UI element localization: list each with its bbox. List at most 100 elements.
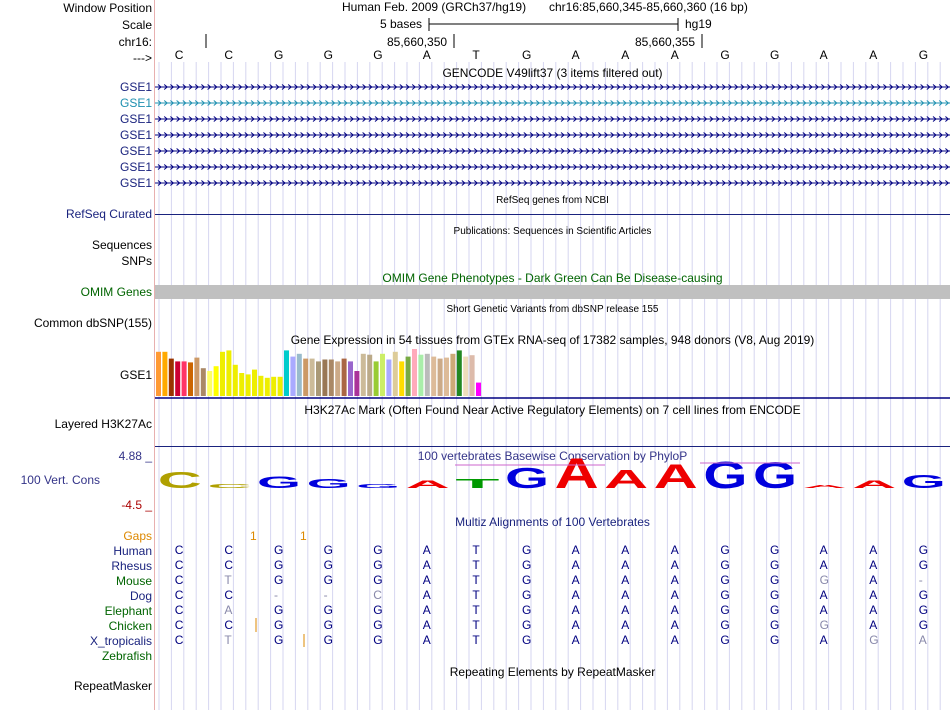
chrom-label[interactable]: chr16: — [118, 35, 152, 49]
gtex-tissue-bar[interactable] — [226, 350, 232, 396]
gtex-bar-chart[interactable] — [155, 348, 950, 400]
pubs-sequences-label[interactable]: Sequences — [91, 238, 152, 252]
strand-arrow-label[interactable]: ---> — [133, 51, 152, 65]
scale-label[interactable]: Scale — [121, 18, 152, 32]
gtex-tissue-bar[interactable] — [444, 357, 449, 396]
gtex-tissue-bar[interactable] — [168, 358, 174, 396]
gtex-tissue-bar[interactable] — [162, 351, 168, 396]
gencode-transcript[interactable] — [155, 84, 950, 90]
gtex-tissue-bar[interactable] — [386, 359, 392, 397]
gtex-tissue-bar[interactable] — [271, 376, 277, 396]
gencode-transcript[interactable] — [155, 100, 950, 106]
gtex-track-title[interactable]: Gene Expression in 54 tissues from GTEx … — [290, 333, 815, 347]
gtex-tissue-bar[interactable] — [284, 350, 289, 396]
repeatmasker-track-label[interactable]: RepeatMasker — [73, 679, 152, 693]
gencode-transcript[interactable] — [155, 132, 950, 138]
gencode-item-label[interactable]: GSE1 — [119, 112, 152, 126]
gencode-item-label[interactable]: GSE1 — [119, 144, 152, 158]
multiz-track-title[interactable]: Multiz Alignments of 100 Vertebrates — [455, 515, 650, 529]
species-label[interactable]: Rhesus — [111, 559, 152, 573]
gaps-label[interactable]: Gaps — [123, 529, 152, 543]
gtex-tissue-bar[interactable] — [418, 354, 424, 396]
gencode-transcript[interactable] — [155, 164, 950, 170]
gtex-tissue-bar[interactable] — [450, 353, 456, 396]
repeatmasker-track-title[interactable]: Repeating Elements by RepeatMasker — [449, 665, 656, 679]
gtex-tissue-bar[interactable] — [277, 376, 283, 396]
species-label[interactable]: Zebrafish — [101, 649, 152, 663]
gtex-tissue-bar[interactable] — [412, 349, 417, 396]
gencode-item-label[interactable]: GSE1 — [119, 80, 152, 94]
gtex-tissue-bar[interactable] — [469, 355, 475, 396]
species-label[interactable]: X_tropicalis — [89, 634, 152, 648]
pubs-track-title[interactable]: Publications: Sequences in Scientific Ar… — [453, 226, 652, 237]
gtex-tissue-bar[interactable] — [360, 353, 366, 396]
species-label[interactable]: Mouse — [115, 574, 152, 588]
gtex-tissue-bar[interactable] — [348, 361, 353, 396]
gtex-tissue-bar[interactable] — [392, 351, 398, 396]
refseq-gene-line[interactable] — [155, 214, 950, 215]
gencode-transcript[interactable] — [155, 116, 950, 122]
gtex-tissue-bar[interactable] — [437, 358, 443, 396]
gencode-transcripts[interactable] — [155, 78, 950, 190]
gtex-tissue-bar[interactable] — [252, 369, 257, 396]
gencode-item-label[interactable]: GSE1 — [119, 176, 152, 190]
gtex-tissue-bar[interactable] — [303, 358, 309, 396]
gencode-track-title[interactable]: GENCODE V49lift37 (3 items filtered out) — [442, 66, 663, 80]
gtex-tissue-bar[interactable] — [181, 361, 187, 396]
gtex-tissue-bar[interactable] — [232, 364, 238, 396]
gtex-tissue-bar[interactable] — [367, 354, 373, 396]
gtex-tissue-bar[interactable] — [463, 356, 469, 396]
gencode-item-label[interactable]: GSE1 — [119, 128, 152, 142]
dbsnp-track-title[interactable]: Short Genetic Variants from dbSNP releas… — [446, 304, 659, 315]
gtex-tissue-bar[interactable] — [213, 366, 219, 396]
omim-gene-bar[interactable] — [155, 285, 950, 299]
species-label[interactable]: Elephant — [104, 604, 152, 618]
h3k27ac-track-label[interactable]: Layered H3K27Ac — [54, 417, 152, 431]
gtex-tissue-bar[interactable] — [380, 353, 385, 396]
omim-track-label[interactable]: OMIM Genes — [80, 285, 152, 299]
species-label[interactable]: Dog — [129, 589, 152, 603]
gtex-tissue-bar[interactable] — [424, 353, 430, 396]
dbsnp-track-label[interactable]: Common dbSNP(155) — [33, 316, 152, 330]
gtex-tissue-bar[interactable] — [399, 361, 405, 396]
gtex-tissue-bar[interactable] — [373, 361, 379, 396]
gtex-tissue-bar[interactable] — [220, 351, 225, 396]
gtex-tissue-bar[interactable] — [456, 350, 462, 396]
gtex-tissue-bar[interactable] — [322, 359, 328, 397]
gtex-tissue-bar[interactable] — [207, 371, 213, 396]
gtex-tissue-bar[interactable] — [188, 362, 193, 396]
pubs-snps-label[interactable]: SNPs — [121, 254, 152, 268]
gtex-tissue-bar[interactable] — [341, 358, 347, 396]
species-label[interactable]: Chicken — [108, 619, 152, 633]
gencode-item-label[interactable]: GSE1 — [119, 160, 152, 174]
gtex-tissue-bar[interactable] — [156, 351, 161, 396]
gtex-tissue-bar[interactable] — [354, 371, 360, 396]
gtex-tissue-bar[interactable] — [316, 361, 321, 396]
gtex-tissue-bar[interactable] — [290, 356, 296, 396]
gencode-transcript[interactable] — [155, 180, 950, 186]
gtex-tissue-bar[interactable] — [200, 368, 206, 396]
gtex-tissue-bar[interactable] — [309, 358, 315, 396]
gtex-tissue-bar[interactable] — [328, 359, 334, 397]
gtex-tissue-bar[interactable] — [194, 357, 200, 396]
gtex-tissue-bar[interactable] — [258, 375, 264, 396]
cons-track-label[interactable]: 100 Vert. Cons — [20, 473, 100, 487]
window-position-label[interactable]: Window Position — [63, 1, 152, 15]
gtex-tissue-bar[interactable] — [175, 361, 181, 396]
gtex-track-label[interactable]: GSE1 — [119, 368, 152, 382]
gencode-item-label[interactable]: GSE1 — [119, 96, 152, 110]
refseq-track-title[interactable]: RefSeq genes from NCBI — [496, 195, 609, 206]
gtex-tissue-bar[interactable] — [476, 382, 481, 396]
gtex-tissue-bar[interactable] — [296, 353, 302, 396]
gencode-transcript[interactable] — [155, 148, 950, 154]
gtex-tissue-bar[interactable] — [239, 373, 245, 396]
gtex-tissue-bar[interactable] — [264, 377, 270, 396]
gtex-tissue-bar[interactable] — [405, 356, 411, 396]
omim-track-title[interactable]: OMIM Gene Phenotypes - Dark Green Can Be… — [382, 271, 723, 285]
gtex-tissue-bar[interactable] — [335, 361, 341, 396]
genome-browser-image[interactable]: Human Feb. 2009 (GRCh37/hg19) chr16:85,6… — [155, 0, 950, 710]
cons-track-title[interactable]: 100 vertebrates Basewise Conservation by… — [417, 449, 688, 463]
species-label[interactable]: Human — [113, 544, 152, 558]
h3k27ac-track-title[interactable]: H3K27Ac Mark (Often Found Near Active Re… — [304, 403, 801, 417]
